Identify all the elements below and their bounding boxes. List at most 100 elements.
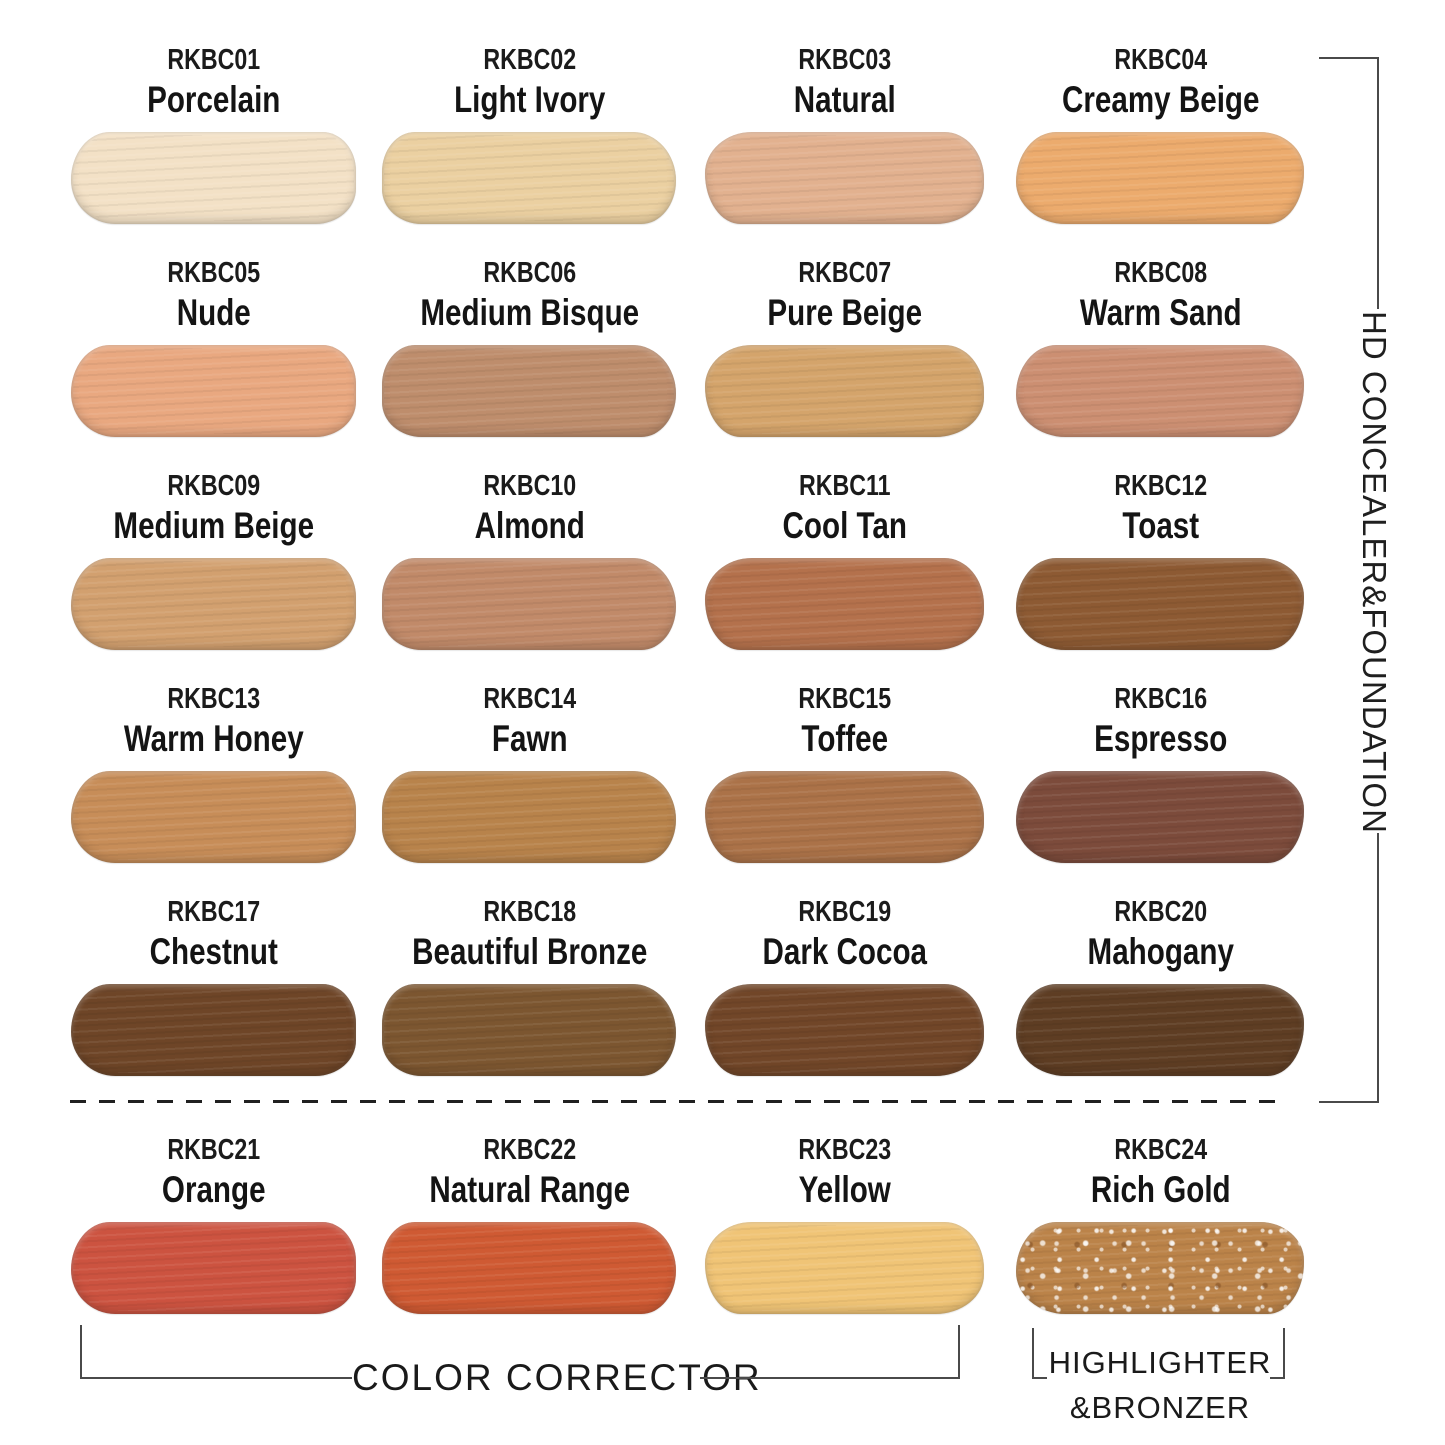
shade-cell: RKBC19 Dark Cocoa: [693, 894, 997, 1107]
shade-name: Natural Range: [428, 1169, 630, 1210]
shade-name: Medium Bisque: [419, 292, 639, 333]
shade-name: Chestnut: [149, 931, 278, 972]
shade-swatch: [71, 1222, 357, 1314]
shade-swatch: [1016, 984, 1305, 1076]
shade-code: RKBC08: [1113, 257, 1207, 289]
shade-name: Rich Gold: [1090, 1169, 1231, 1210]
shade-cell: RKBC06 Medium Bisque: [378, 255, 682, 468]
highlighter-bracket-right-foot: [1270, 1377, 1285, 1379]
shade-cell: RKBC23 Yellow: [693, 1132, 997, 1345]
shade-swatch: [71, 345, 357, 437]
shade-code: RKBC12: [1113, 470, 1207, 502]
shade-code: RKBC01: [167, 44, 261, 76]
shade-swatch: [71, 771, 357, 863]
shade-code: RKBC14: [482, 683, 576, 715]
shade-code: RKBC21: [167, 1134, 261, 1166]
shade-code: RKBC11: [798, 470, 891, 502]
shade-cell: RKBC09 Medium Beige: [62, 468, 366, 681]
shade-name: Mahogany: [1087, 931, 1234, 972]
shade-name: Beautiful Bronze: [411, 931, 647, 972]
foundation-bracket-line-lower: [1377, 833, 1379, 1103]
shade-cell: RKBC12 Toast: [1009, 468, 1313, 681]
shade-swatch: [705, 984, 985, 1076]
shade-code: RKBC18: [482, 896, 576, 928]
foundation-bracket-bottom: [1319, 1101, 1379, 1103]
shade-code: RKBC20: [1113, 896, 1207, 928]
shade-swatch: [382, 132, 677, 224]
shade-swatch: [1016, 345, 1305, 437]
shade-name: Almond: [474, 505, 585, 546]
highlighter-label-line2: &BRONZER: [1069, 1390, 1251, 1425]
shade-code: RKBC24: [1113, 1134, 1207, 1166]
shade-code: RKBC07: [798, 257, 892, 289]
shade-swatch: [1016, 132, 1305, 224]
foundation-bracket-top: [1319, 57, 1379, 59]
shade-code: RKBC02: [482, 44, 576, 76]
shade-code: RKBC05: [167, 257, 261, 289]
highlighter-bronzer-label: HIGHLIGHTER &BRONZER: [1040, 1340, 1280, 1430]
shade-cell: RKBC03 Natural: [693, 42, 997, 255]
shade-code: RKBC23: [798, 1134, 892, 1166]
shade-name: Medium Beige: [113, 505, 315, 546]
shade-swatch: [705, 1222, 985, 1314]
dashed-divider: [70, 1100, 1282, 1103]
corrector-bracket-line-right: [700, 1377, 960, 1379]
shade-cell: RKBC15 Toffee: [693, 681, 997, 894]
shade-code: RKBC06: [482, 257, 576, 289]
shade-cell: RKBC08 Warm Sand: [1009, 255, 1313, 468]
shade-code: RKBC09: [167, 470, 261, 502]
foundation-bracket-line-upper: [1377, 57, 1379, 309]
shade-name: Fawn: [491, 718, 568, 759]
shade-name: Toast: [1121, 505, 1199, 546]
shade-name: Warm Honey: [123, 718, 304, 759]
shade-cell: RKBC20 Mahogany: [1009, 894, 1313, 1107]
shade-name: Orange: [161, 1169, 266, 1210]
shade-code: RKBC22: [482, 1134, 576, 1166]
shade-code: RKBC15: [798, 683, 892, 715]
corrector-bracket-line-left: [80, 1377, 352, 1379]
shade-code: RKBC16: [1113, 683, 1207, 715]
shade-cell: RKBC01 Porcelain: [62, 42, 366, 255]
shade-cell: RKBC02 Light Ivory: [378, 42, 682, 255]
shade-swatch: [382, 984, 677, 1076]
shade-name: Toffee: [801, 718, 889, 759]
shade-cell: RKBC11 Cool Tan: [693, 468, 997, 681]
shade-swatch: [1016, 1222, 1305, 1314]
highlighter-bracket-right-vertical: [1283, 1328, 1285, 1379]
shade-swatch: [1016, 558, 1305, 650]
shade-cell: RKBC16 Espresso: [1009, 681, 1313, 894]
shade-name: Dark Cocoa: [762, 931, 927, 972]
shade-name: Cool Tan: [782, 505, 907, 546]
corrector-bracket-tick-left: [80, 1325, 82, 1379]
shade-swatch: [71, 558, 357, 650]
shade-swatch: [705, 771, 985, 863]
shade-swatch: [705, 132, 985, 224]
shade-name: Light Ivory: [453, 79, 605, 120]
shade-swatch: [705, 345, 985, 437]
shade-cell: RKBC18 Beautiful Bronze: [378, 894, 682, 1107]
foundation-swatch-grid: RKBC01 Porcelain RKBC02 Light Ivory RKBC…: [62, 42, 1312, 1107]
shade-name: Espresso: [1093, 718, 1227, 759]
corrector-swatch-grid: RKBC21 Orange RKBC22 Natural Range RKBC2…: [62, 1132, 1312, 1345]
shade-swatch: [382, 558, 677, 650]
shade-code: RKBC03: [798, 44, 892, 76]
shade-swatch: [71, 984, 357, 1076]
shade-code: RKBC10: [482, 470, 576, 502]
shade-name: Porcelain: [147, 79, 281, 120]
shade-code: RKBC04: [1113, 44, 1207, 76]
shade-cell: RKBC13 Warm Honey: [62, 681, 366, 894]
shade-cell: RKBC21 Orange: [62, 1132, 366, 1345]
foundation-group-label: HD CONCEALER&FOUNDATION: [1356, 310, 1393, 834]
shade-swatch: [1016, 771, 1305, 863]
shade-name: Creamy Beige: [1061, 79, 1259, 120]
corrector-bracket-tick-right: [958, 1325, 960, 1379]
highlighter-label-line1: HIGHLIGHTER: [1048, 1345, 1272, 1380]
highlighter-bracket-left-foot: [1032, 1377, 1047, 1379]
shade-name: Yellow: [798, 1169, 891, 1210]
shade-name: Warm Sand: [1079, 292, 1242, 333]
shade-code: RKBC17: [167, 896, 261, 928]
shade-swatch: [382, 345, 677, 437]
shade-swatch: [71, 132, 357, 224]
shade-swatch: [382, 1222, 677, 1314]
